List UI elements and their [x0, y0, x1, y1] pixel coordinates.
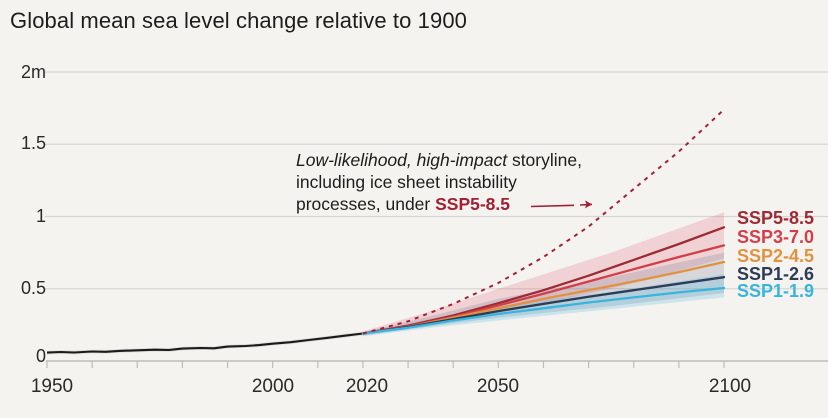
- x-tick-label-1950: 1950: [30, 376, 74, 397]
- y-tick-label-1: 1: [35, 206, 46, 226]
- x-tick-label-2000: 2000: [251, 376, 295, 397]
- legend-label-ssp3-7-0: SSP3-7.0: [737, 227, 815, 247]
- annotation-arrowhead: [585, 200, 592, 209]
- x-tick-label-2050: 2050: [476, 376, 520, 397]
- legend-label-ssp1-1-9: SSP1-1.9: [737, 281, 815, 301]
- annotation-low-likelihood: Low-likelihood, high-impact storyline, i…: [296, 149, 582, 215]
- annotation-line3-prefix: processes, under: [296, 194, 436, 214]
- annotation-line2: including ice sheet instability: [296, 172, 517, 192]
- x-tick-label-2100: 2100: [708, 376, 752, 397]
- band-high-emissions-range: [362, 212, 724, 335]
- x-tick-label-2020: 2020: [345, 376, 389, 397]
- y-tick-label-0-5: 0.5: [20, 278, 46, 298]
- line-SSP1-1.9: [361, 286, 726, 335]
- annotation-italic-part: Low-likelihood, high-impact: [296, 150, 508, 170]
- historical-band: [47, 331, 363, 355]
- historical-line: [46, 332, 364, 354]
- chart-title: Global mean sea level change relative to…: [10, 8, 468, 33]
- y-tick-label-0: 0: [35, 346, 46, 366]
- legend-label-ssp5-8-5: SSP5-8.5: [737, 208, 815, 228]
- annotation-scenario-name: SSP5-8.5: [435, 194, 511, 214]
- y-tick-label-2m: 2m: [20, 62, 46, 82]
- annotation-line1-rest: storyline,: [507, 150, 582, 170]
- annotation-arrow-shaft: [530, 204, 575, 208]
- y-tick-label-1-5: 1.5: [20, 133, 46, 153]
- legend-label-ssp2-4-5: SSP2-4.5: [737, 246, 815, 266]
- legend-label-ssp1-2-6: SSP1-2.6: [737, 264, 815, 284]
